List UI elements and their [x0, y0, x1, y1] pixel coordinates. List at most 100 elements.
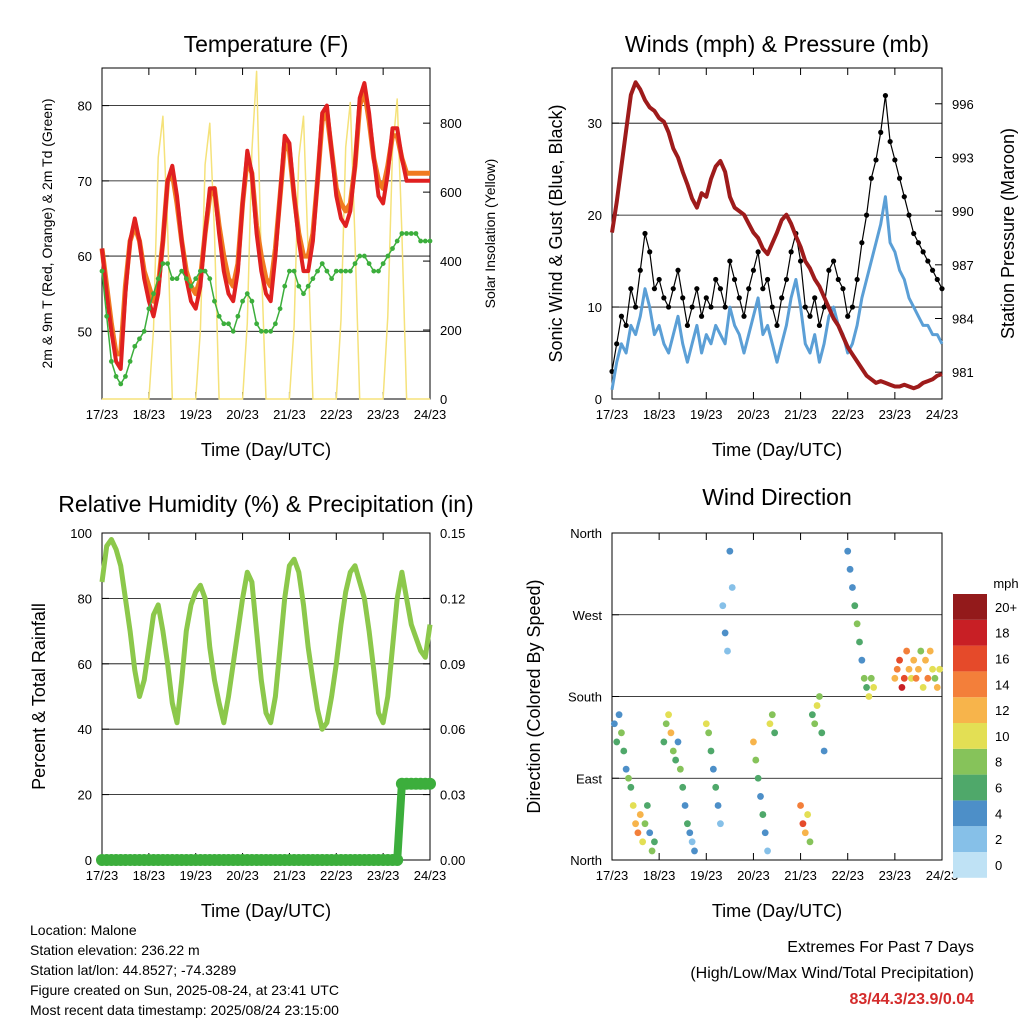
dewpoint-2m-point	[268, 328, 274, 334]
legend-label: 14	[995, 677, 1009, 692]
wind-direction-point	[709, 765, 717, 773]
wind-direction-point	[634, 829, 642, 837]
wind-direction-point	[905, 665, 913, 673]
y-tick-label-right: 0.03	[440, 788, 465, 803]
dewpoint-2m-point	[272, 321, 278, 327]
dewpoint-2m-point	[221, 321, 227, 327]
x-tick-label: 18/23	[643, 407, 676, 422]
wind-direction-point	[627, 783, 635, 791]
wind-direction-point	[665, 711, 672, 719]
wind-direction-point	[761, 829, 769, 837]
x-tick-label: 18/23	[133, 407, 166, 422]
wind-direction-point	[632, 820, 639, 828]
gust-point	[816, 322, 823, 329]
x-tick-label: 23/23	[879, 407, 912, 422]
precipitation-line	[102, 779, 430, 864]
dewpoint-2m-point	[188, 283, 194, 289]
x-tick-label: 20/23	[737, 407, 770, 422]
dewpoint-2m-point	[376, 268, 381, 274]
y-axis-label: Percent & Total Rainfall	[29, 603, 49, 790]
precipitation-point	[424, 777, 436, 790]
legend-label: 0	[995, 858, 1002, 873]
x-tick-label: 20/23	[226, 868, 259, 883]
wind-direction-point	[712, 783, 720, 791]
gust-point	[802, 304, 808, 310]
gust-point	[901, 194, 907, 200]
wind-direction-point	[851, 602, 859, 610]
gust-point	[703, 295, 709, 301]
gust-point	[680, 295, 686, 301]
gust-point	[618, 313, 625, 319]
dewpoint-2m-point	[371, 268, 377, 274]
gust-point	[717, 286, 724, 292]
wind-direction-point	[910, 656, 918, 664]
wind-direction-point	[820, 747, 828, 755]
dewpoint-2m-point	[160, 261, 166, 266]
legend-swatch	[953, 723, 987, 749]
x-axis-label: Time (Day/UTC)	[201, 440, 331, 460]
wind-direction-point	[801, 829, 809, 837]
y-tick-label: West	[573, 608, 603, 623]
wind-direction-point	[915, 665, 922, 673]
dewpoint-2m-point	[118, 381, 124, 387]
dewpoint-2m-point	[151, 291, 156, 297]
gust-point	[835, 276, 841, 283]
location-text: Location: Malone	[30, 922, 137, 938]
dewpoint-2m-point	[282, 283, 288, 289]
gust-point	[873, 157, 879, 163]
wind-direction-point	[816, 693, 823, 700]
station-pressure-line	[610, 80, 943, 391]
gust-point	[788, 249, 794, 255]
gust-point	[854, 276, 860, 283]
wind-direction-point	[622, 765, 630, 773]
dewpoint-2m-point	[366, 261, 372, 266]
wind-direction-point	[903, 647, 911, 655]
extremes-value: 83/44.3/23.9/0.04	[849, 991, 974, 1008]
wind-direction-point	[808, 711, 816, 719]
gust-point	[779, 295, 785, 301]
wind-direction-point	[684, 820, 691, 828]
x-tick-label: 20/23	[226, 407, 259, 422]
legend-swatch	[953, 619, 987, 646]
dewpoint-2m-point	[310, 276, 316, 282]
x-tick-label: 23/23	[367, 407, 400, 422]
gust-point	[882, 92, 889, 99]
wind-direction-point	[929, 665, 936, 673]
wind-direction-point	[896, 656, 903, 664]
y-tick-label-right: 0.00	[440, 853, 465, 868]
gust-point	[896, 175, 903, 181]
x-tick-label: 21/23	[784, 868, 817, 883]
gust-point	[661, 295, 667, 301]
gust-point	[845, 313, 851, 319]
wind-direction-point	[728, 584, 736, 591]
wind-direction-point	[636, 811, 644, 818]
wind-direction-point	[867, 674, 875, 682]
dewpoint-2m-point	[108, 358, 114, 364]
y-tick-label: 60	[78, 657, 92, 672]
wind-direction-point	[856, 638, 863, 646]
gust-point	[830, 258, 837, 264]
gust-point	[807, 313, 813, 319]
y-tick-label-right: 200	[440, 323, 462, 338]
y-axis-label-right: Station Pressure (Maroon)	[998, 128, 1018, 339]
wind-direction-point	[724, 647, 731, 655]
dewpoint-2m-point	[385, 253, 391, 259]
dewpoint-2m-point	[254, 321, 260, 327]
y-tick-label: East	[576, 771, 602, 786]
wind-direction-point	[660, 738, 668, 746]
gust-point	[915, 240, 922, 246]
legend-swatch	[953, 826, 987, 852]
wind-direction-point	[891, 674, 899, 682]
y-tick-label: 0	[85, 853, 92, 868]
wind-direction-point	[863, 684, 870, 691]
y-tick-label-right: 981	[952, 365, 974, 380]
dewpoint-2m-point	[347, 268, 353, 274]
gust-point	[694, 286, 700, 292]
legend-label: 18	[995, 626, 1009, 641]
gust-point	[689, 304, 695, 310]
legend-swatch	[953, 774, 987, 801]
chart-title: Wind Direction	[702, 484, 852, 510]
y-tick-label: 20	[78, 788, 92, 803]
wind-direction-point	[717, 820, 724, 828]
gust-point	[647, 249, 653, 255]
